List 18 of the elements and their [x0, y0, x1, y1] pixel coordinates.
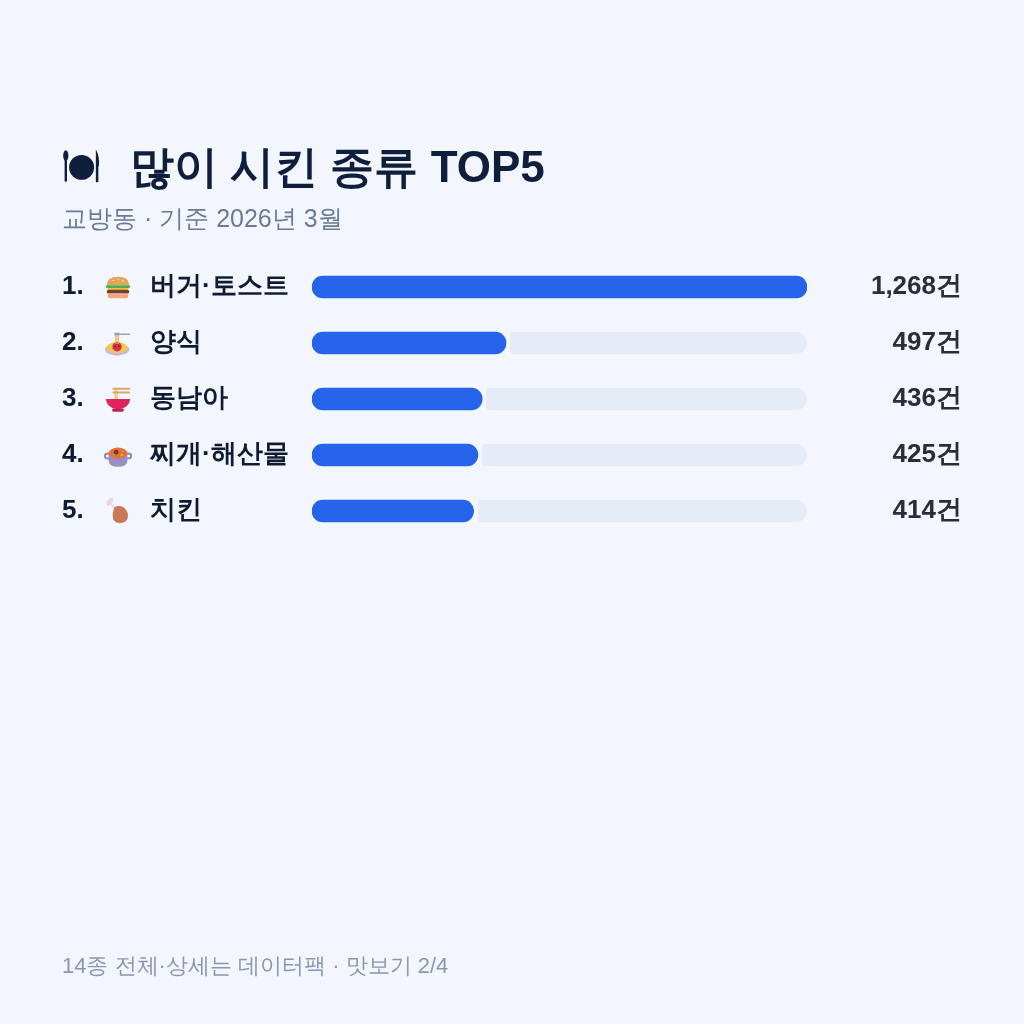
bar	[312, 499, 474, 523]
data-label: 1,268건	[870, 270, 962, 301]
bar	[312, 275, 807, 299]
bar	[312, 443, 479, 467]
bar	[312, 331, 507, 355]
bar	[312, 387, 483, 411]
category-label: 3. 동남아	[62, 382, 228, 413]
data-label: 425건	[892, 438, 962, 469]
text: 14종 전체·상세는 데이터팩 · 맛보기 2/4	[62, 953, 449, 978]
data-label: 414건	[892, 494, 962, 525]
category-label: 4. 찌개·해산물	[62, 438, 289, 469]
data-label: 497건	[892, 326, 962, 357]
chart-subtitle: 교방동 · 기준 2026년 3월	[62, 204, 343, 232]
category-label: 1. 버거·토스트	[62, 270, 289, 301]
category-label: 5. 치킨	[62, 494, 202, 525]
chart-title: 많이 시킨 종류 TOP5	[130, 142, 545, 191]
data-label: 436건	[892, 382, 962, 413]
category-label: 2. 양식	[62, 326, 202, 357]
